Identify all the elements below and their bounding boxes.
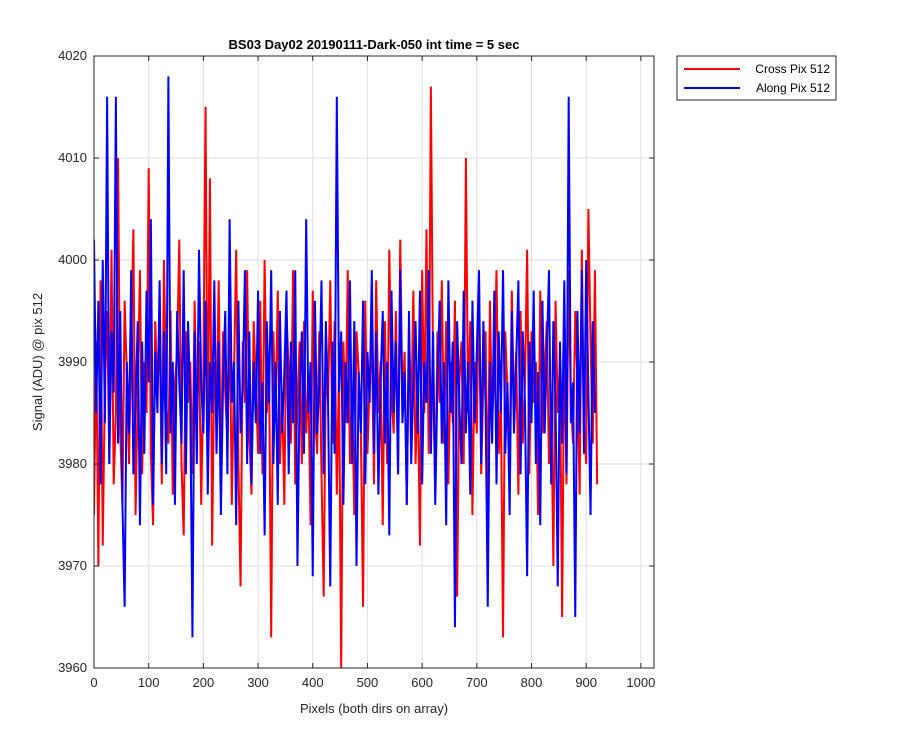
chart-title: BS03 Day02 20190111-Dark-050 int time = … bbox=[229, 37, 520, 52]
y-tick-label: 3970 bbox=[58, 558, 87, 573]
y-tick-labels: 3960 3970 3980 3990 4000 4010 4020 bbox=[58, 48, 87, 675]
x-tick-label: 500 bbox=[357, 675, 379, 690]
x-tick-label: 0 bbox=[90, 675, 97, 690]
series-layer bbox=[94, 76, 599, 668]
y-tick-label: 4000 bbox=[58, 252, 87, 267]
x-tick-label: 700 bbox=[466, 675, 488, 690]
x-tick-label: 400 bbox=[302, 675, 324, 690]
y-tick-label: 4020 bbox=[58, 48, 87, 63]
x-tick-label: 1000 bbox=[626, 675, 655, 690]
x-tick-labels: 0 100 200 300 400 500 600 700 800 900 1000 bbox=[90, 675, 655, 690]
y-tick-label: 3960 bbox=[58, 660, 87, 675]
x-tick-label: 900 bbox=[575, 675, 597, 690]
legend-box bbox=[676, 55, 837, 101]
axis-ticks bbox=[93, 55, 654, 669]
legend-label-cross: Cross Pix 512 bbox=[755, 62, 830, 76]
x-tick-label: 600 bbox=[411, 675, 433, 690]
series-line-along-pix-512 bbox=[94, 76, 596, 638]
legend-label-along: Along Pix 512 bbox=[756, 81, 830, 95]
x-tick-label: 300 bbox=[247, 675, 269, 690]
x-tick-label: 100 bbox=[138, 675, 160, 690]
legend: Cross Pix 512 Along Pix 512 bbox=[676, 55, 837, 101]
y-axis-label: Signal (ADU) @ pix 512 bbox=[30, 293, 45, 431]
y-tick-label: 3980 bbox=[58, 456, 87, 471]
y-tick-label: 4010 bbox=[58, 150, 87, 165]
y-tick-label: 3990 bbox=[58, 354, 87, 369]
x-axis-label: Pixels (both dirs on array) bbox=[300, 701, 448, 716]
x-tick-label: 800 bbox=[521, 675, 543, 690]
x-tick-label: 200 bbox=[193, 675, 215, 690]
